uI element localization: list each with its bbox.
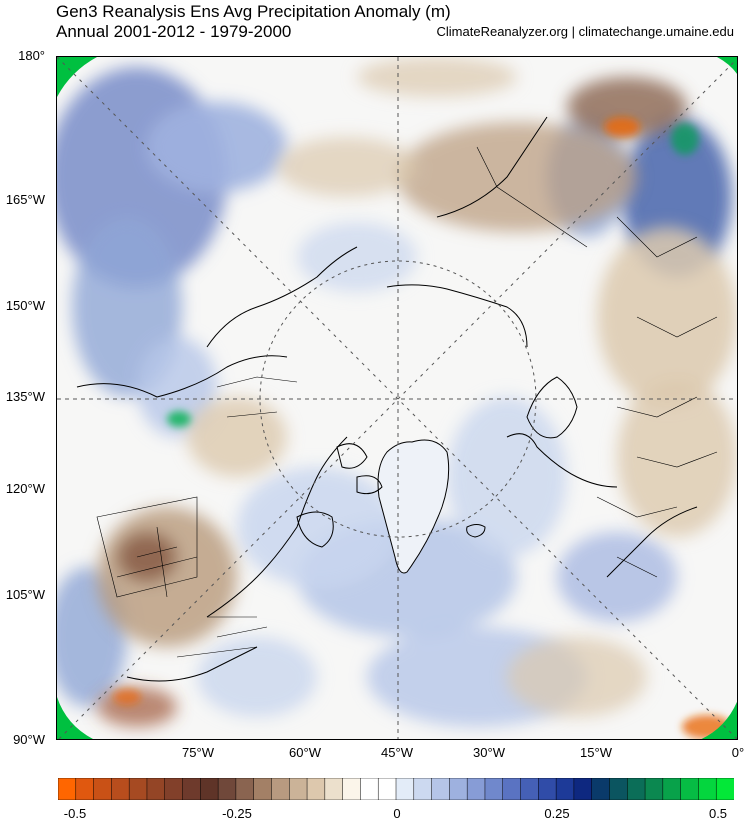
colorbar-swatch — [520, 778, 540, 800]
colorbar-swatch — [413, 778, 433, 800]
colorbar-swatch — [200, 778, 219, 800]
latitude-circle-60n — [259, 260, 537, 538]
graticule — [57, 57, 737, 739]
colorbar-swatch — [111, 778, 130, 800]
colorbar-swatch — [75, 778, 95, 800]
lon-label-30w: 30°W — [473, 745, 505, 760]
anomaly-map-svg — [57, 57, 737, 739]
colorbar-swatch — [306, 778, 326, 800]
europe-coast — [606, 506, 698, 578]
coastlines — [76, 116, 698, 682]
colorbar-swatch — [289, 778, 308, 800]
colorbar-swatch — [360, 778, 379, 800]
colorbar-swatch — [680, 778, 700, 800]
lat-label-180: 180° — [18, 48, 45, 63]
colorbar-swatch — [58, 778, 77, 800]
credit-text: ClimateReanalyzer.org | climatechange.um… — [436, 24, 734, 39]
colorbar-label-neg05: -0.5 — [63, 806, 87, 821]
colorbar-swatch — [217, 778, 237, 800]
colorbar-swatch — [324, 778, 344, 800]
colorbar-swatch — [484, 778, 504, 800]
alaska-coast — [206, 246, 358, 348]
lat-label-165w: 165°W — [5, 192, 45, 207]
colorbar-swatch — [377, 778, 397, 800]
arctic-islands — [336, 443, 383, 495]
colorbar-swatch — [342, 778, 362, 800]
lat-label-150w: 150°W — [5, 298, 45, 313]
colorbar-swatch — [182, 778, 202, 800]
lon-label-15w: 15°W — [580, 745, 612, 760]
iceland — [466, 524, 486, 538]
colorbar-swatch — [573, 778, 593, 800]
political-boundaries — [96, 146, 718, 658]
colorbar-swatch — [395, 778, 415, 800]
colorbar-swatch — [146, 778, 166, 800]
colorbar-swatch — [164, 778, 184, 800]
colorbar-swatch — [555, 778, 575, 800]
lon-label-60w: 60°W — [289, 745, 321, 760]
corner-green-arcs — [57, 57, 737, 739]
colorbar-swatch — [662, 778, 682, 800]
colorbar-label-0: 0 — [393, 806, 401, 821]
lat-label-105w: 105°W — [5, 587, 45, 602]
colorbar-swatch — [609, 778, 629, 800]
lon-label-0: 0° — [731, 745, 745, 760]
colorbar-swatch — [591, 778, 611, 800]
colorbar-swatch — [466, 778, 486, 800]
colorbar-swatch — [271, 778, 291, 800]
dry-anomaly-fields — [97, 57, 737, 727]
colorbar-swatch — [128, 778, 148, 800]
colorbar-label-neg025: -0.25 — [222, 806, 252, 821]
lat-label-90w: 90°W — [13, 732, 45, 747]
colorbar-swatch — [644, 778, 664, 800]
eurasia-coast-2 — [506, 433, 618, 488]
lon-label-45w: 45°W — [381, 745, 413, 760]
colorbar-swatch — [715, 778, 734, 800]
colorbar-swatch — [431, 778, 451, 800]
colorbar-label-05: 0.5 — [708, 806, 728, 821]
colorbar-swatch — [235, 778, 255, 800]
colorbar-swatch — [538, 778, 557, 800]
colorbar-swatch — [502, 778, 522, 800]
chart-subtitle: Annual 2001-2012 - 1979-2000 — [56, 22, 292, 41]
greenland — [377, 439, 450, 574]
north-america-west-coast — [76, 355, 288, 398]
colorbar-swatch — [93, 778, 113, 800]
colorbar-swatch — [698, 778, 717, 800]
scandinavia — [526, 376, 578, 439]
hudson-bay — [296, 511, 334, 548]
colorbar-label-025: 0.25 — [544, 806, 570, 821]
colorbar — [58, 778, 734, 800]
polar-map — [56, 56, 738, 740]
chart-title: Gen3 Reanalysis Ens Avg Precipitation An… — [56, 2, 451, 21]
colorbar-swatch — [253, 778, 273, 800]
us-gulf-coast — [126, 646, 258, 682]
north-america-east — [206, 436, 348, 618]
eurasia-coast-1 — [386, 284, 528, 348]
lat-label-120w: 120°W — [5, 481, 45, 496]
lat-label-135w: 135°W — [5, 389, 45, 404]
russia-coast — [436, 116, 548, 218]
colorbar-swatch — [627, 778, 646, 800]
meridian-diag-2 — [58, 58, 737, 739]
lon-label-75w: 75°W — [182, 745, 214, 760]
colorbar-swatch — [449, 778, 468, 800]
